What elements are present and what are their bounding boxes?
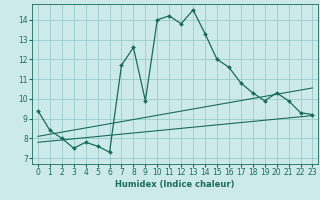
X-axis label: Humidex (Indice chaleur): Humidex (Indice chaleur) (116, 180, 235, 189)
